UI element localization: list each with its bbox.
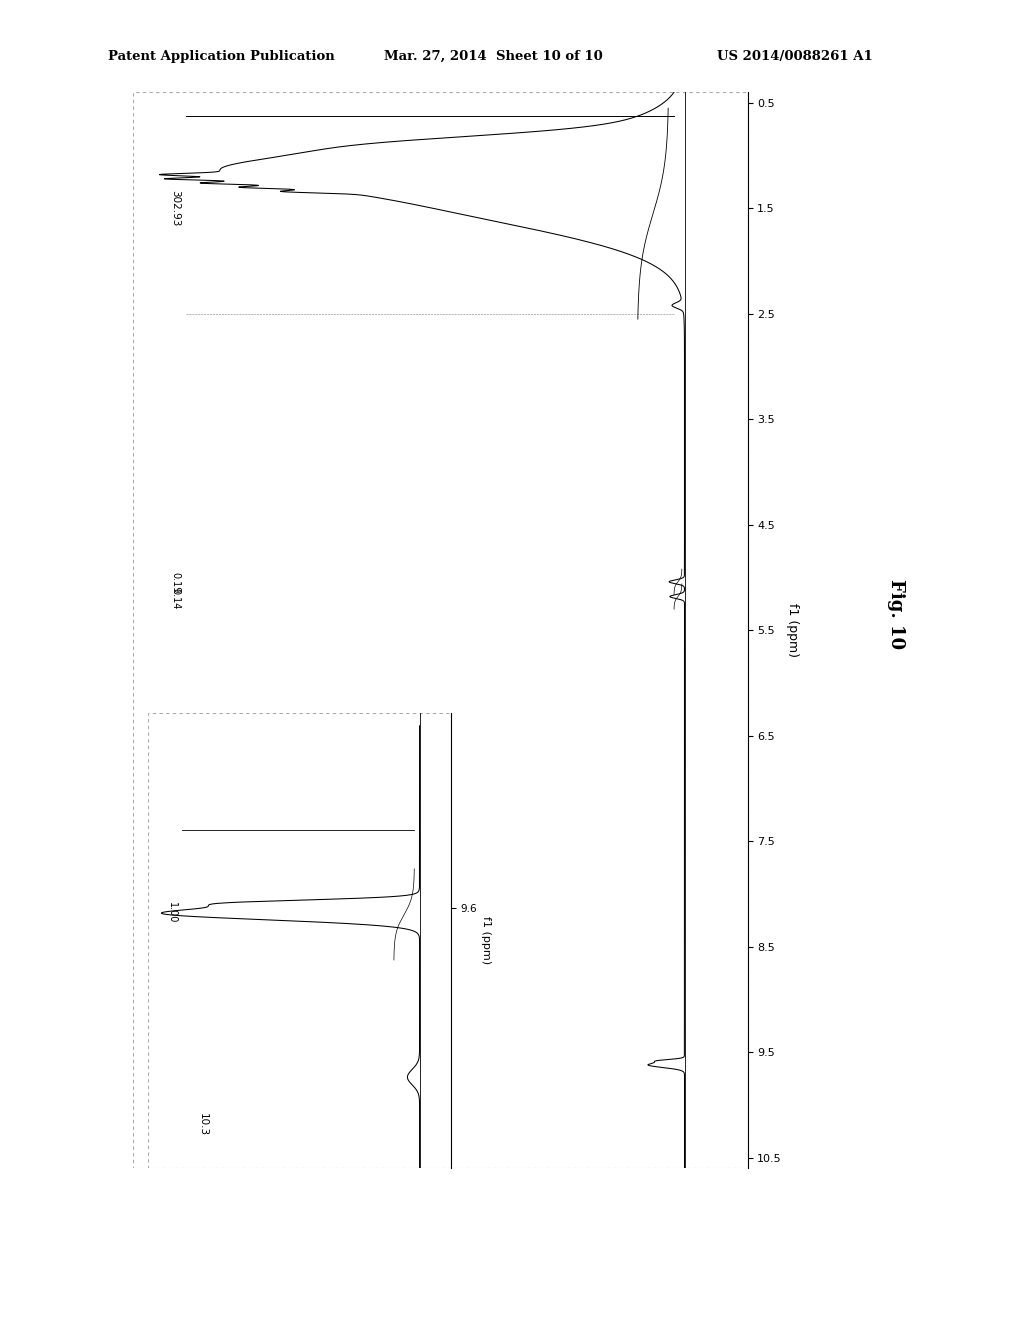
Text: Fig. 10: Fig. 10 — [887, 578, 905, 649]
Y-axis label: f1 (ppm): f1 (ppm) — [481, 916, 490, 965]
Text: 0.19: 0.19 — [170, 572, 180, 594]
Text: 0.14: 0.14 — [170, 587, 180, 610]
Text: Mar. 27, 2014  Sheet 10 of 10: Mar. 27, 2014 Sheet 10 of 10 — [384, 50, 603, 63]
Bar — [148, 713, 451, 1168]
Text: 1.00: 1.00 — [167, 903, 176, 924]
Bar — [133, 92, 748, 1168]
Text: Patent Application Publication: Patent Application Publication — [108, 50, 334, 63]
Text: 10.3: 10.3 — [198, 1113, 208, 1137]
Text: 1.00: 1.00 — [170, 1052, 180, 1073]
Y-axis label: f1 (ppm): f1 (ppm) — [785, 603, 799, 657]
Text: 302.93: 302.93 — [170, 190, 180, 227]
Text: US 2014/0088261 A1: US 2014/0088261 A1 — [717, 50, 872, 63]
